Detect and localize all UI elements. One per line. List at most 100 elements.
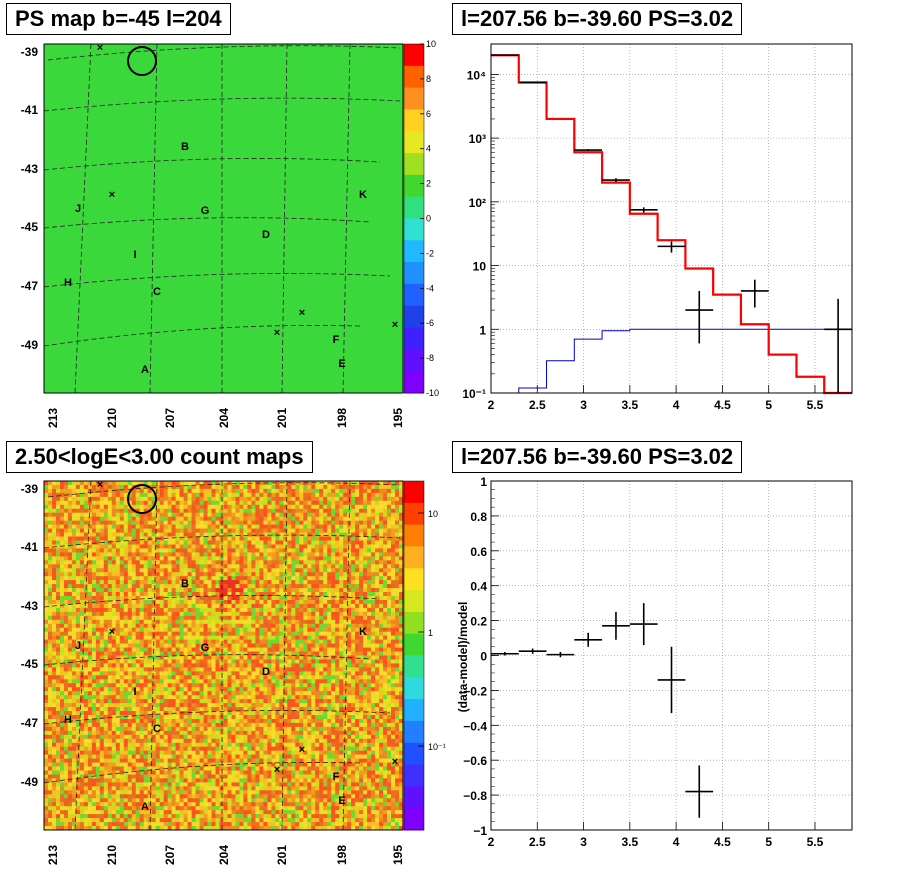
heatmap-cell bbox=[119, 572, 125, 577]
heatmap-cell bbox=[87, 516, 93, 521]
heatmap-cell bbox=[387, 512, 392, 517]
heatmap-cell bbox=[399, 584, 404, 589]
heatmap-cell bbox=[155, 568, 160, 573]
heatmap-cell bbox=[351, 611, 356, 617]
heatmap-cell bbox=[48, 611, 53, 617]
heatmap-cell bbox=[315, 556, 320, 561]
heatmap-cell bbox=[44, 540, 49, 545]
heatmap-cell bbox=[279, 556, 284, 561]
heatmap-cell bbox=[291, 607, 296, 613]
heatmap-cell bbox=[171, 572, 176, 577]
heatmap-cell bbox=[259, 524, 264, 529]
heatmap-cell bbox=[151, 576, 156, 581]
heatmap-cell bbox=[383, 580, 388, 585]
heatmap-cell bbox=[75, 607, 81, 613]
heatmap-cell bbox=[183, 619, 188, 625]
heatmap-cell bbox=[319, 544, 324, 549]
heatmap-cell bbox=[223, 485, 228, 490]
heatmap-cell bbox=[339, 580, 344, 585]
heatmap-cell bbox=[215, 568, 220, 573]
heatmap-cell bbox=[251, 485, 256, 490]
heatmap-cell bbox=[279, 516, 284, 521]
heatmap-cell bbox=[327, 596, 332, 601]
heatmap-cell bbox=[91, 564, 97, 569]
heatmap-cell bbox=[95, 488, 101, 494]
heatmap-cell bbox=[135, 572, 140, 577]
heatmap-cell bbox=[251, 496, 256, 502]
heatmap-cell bbox=[119, 564, 125, 569]
heatmap-cell bbox=[151, 584, 156, 589]
heatmap-cell bbox=[52, 481, 57, 486]
heatmap-cell bbox=[207, 611, 212, 617]
heatmap-cell bbox=[203, 520, 208, 525]
heatmap-cell bbox=[48, 516, 53, 521]
heatmap-cell bbox=[279, 508, 284, 514]
heatmap-cell bbox=[175, 580, 180, 585]
heatmap-cell bbox=[63, 580, 69, 585]
heatmap-cell bbox=[311, 564, 316, 569]
heatmap-cell bbox=[131, 528, 137, 533]
heatmap-cell bbox=[147, 556, 152, 561]
heatmap-cell bbox=[167, 508, 172, 514]
heatmap-cell bbox=[139, 492, 144, 498]
heatmap-cell bbox=[351, 556, 356, 561]
heatmap-cell bbox=[195, 576, 200, 581]
heatmap-cell bbox=[315, 512, 320, 517]
heatmap-cell bbox=[235, 540, 240, 545]
heatmap-cell bbox=[203, 508, 208, 514]
heatmap-cell bbox=[339, 544, 344, 549]
heatmap-cell bbox=[115, 568, 121, 573]
heatmap-cell bbox=[391, 536, 396, 541]
heatmap-cell bbox=[327, 500, 332, 506]
heatmap-cell bbox=[167, 512, 172, 517]
heatmap-cell bbox=[383, 564, 388, 569]
heatmap-cell bbox=[271, 615, 276, 621]
heatmap-cell bbox=[71, 504, 77, 510]
heatmap-cell bbox=[52, 568, 57, 573]
heatmap-cell bbox=[183, 516, 188, 521]
heatmap-cell bbox=[371, 592, 376, 597]
heatmap-cell bbox=[271, 584, 276, 589]
heatmap-cell bbox=[215, 500, 220, 506]
heatmap-cell bbox=[147, 516, 152, 521]
heatmap-cell bbox=[299, 588, 304, 593]
heatmap-cell bbox=[295, 607, 300, 613]
heatmap-cell bbox=[127, 524, 133, 529]
heatmap-cell bbox=[91, 596, 97, 601]
heatmap-cell bbox=[44, 619, 49, 625]
heatmap-cell bbox=[44, 556, 49, 561]
heatmap-cell bbox=[79, 560, 85, 565]
heatmap-cell bbox=[75, 544, 81, 549]
heatmap-cell bbox=[351, 516, 356, 521]
heatmap-cell bbox=[135, 488, 140, 494]
heatmap-cell bbox=[83, 596, 89, 601]
heatmap-cell bbox=[319, 492, 324, 498]
heatmap-cell bbox=[163, 584, 168, 589]
heatmap-cell bbox=[199, 568, 204, 573]
heatmap-cell bbox=[351, 572, 356, 577]
heatmap-cell bbox=[363, 560, 368, 565]
heatmap-cell bbox=[79, 615, 85, 621]
heatmap-cell bbox=[363, 580, 368, 585]
heatmap-cell bbox=[355, 528, 360, 533]
heatmap-cell bbox=[147, 520, 152, 525]
heatmap-cell bbox=[91, 512, 97, 517]
heatmap-cell bbox=[127, 607, 133, 613]
heatmap-cell bbox=[387, 615, 392, 621]
heatmap-cell bbox=[283, 508, 288, 514]
heatmap-cell bbox=[243, 619, 248, 625]
heatmap-cell bbox=[143, 496, 148, 502]
heatmap-cell bbox=[255, 496, 260, 502]
heatmap-cell bbox=[75, 512, 81, 517]
heatmap-cell bbox=[391, 548, 396, 553]
heatmap-cell bbox=[143, 524, 148, 529]
heatmap-cell bbox=[351, 504, 356, 510]
heatmap-cell bbox=[99, 572, 105, 577]
heatmap-cell bbox=[131, 592, 137, 597]
heatmap-cell bbox=[375, 592, 380, 597]
heatmap-cell bbox=[227, 564, 232, 569]
heatmap-cell bbox=[99, 611, 105, 617]
heatmap-cell bbox=[331, 481, 336, 486]
heatmap-cell bbox=[52, 536, 57, 541]
heatmap-cell bbox=[147, 572, 152, 577]
